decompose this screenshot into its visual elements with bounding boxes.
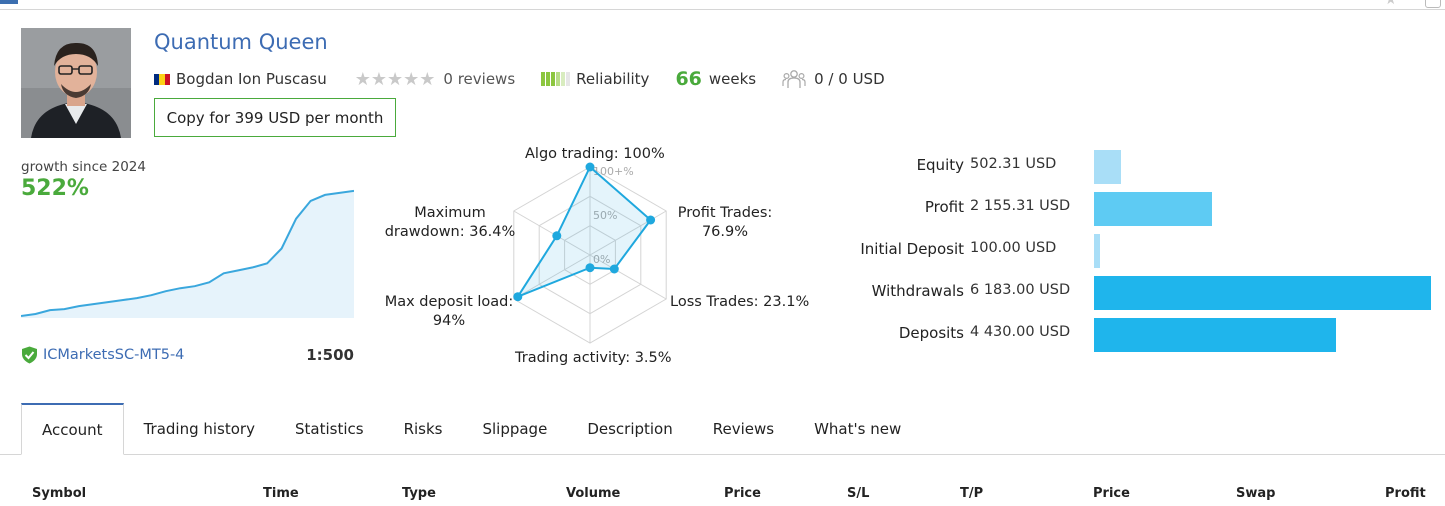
balance-bar[interactable] [1094,276,1431,310]
column-header[interactable]: Time [263,486,299,501]
radar-label-deposit-load: Max deposit load: 94% [384,294,514,329]
column-header[interactable]: Profit [1385,486,1426,501]
romania-flag-icon [154,73,170,85]
balance-label: Initial Deposit [860,240,964,258]
balance-label: Withdrawals [871,282,964,300]
verified-shield-icon [22,346,37,364]
balance-bar[interactable] [1094,234,1100,268]
broker-link[interactable]: ICMarketsSC-MT5-4 [43,347,185,363]
growth-value: 522% [21,176,89,201]
growth-area [21,190,354,318]
tab-description[interactable]: Description [587,420,673,438]
column-header[interactable]: Type [402,486,436,501]
balance-value: 6 183.00 USD [970,282,1071,298]
radar-point[interactable] [585,263,595,273]
growth-chart[interactable] [21,180,354,320]
column-header[interactable]: Swap [1236,486,1276,501]
growth-line [21,189,354,317]
tab-risks[interactable]: Risks [403,420,443,438]
subscribers-value: 0 / 0 USD [814,70,885,88]
radar-tick-100: 100+% [593,165,634,178]
window-control-icon[interactable] [1425,0,1441,8]
balance-bar[interactable] [1094,192,1212,226]
column-header[interactable]: Price [1093,486,1130,501]
radar-label-loss-trades: Loss Trades: 23.1% [670,294,810,310]
balance-bar[interactable] [1094,150,1122,184]
reliability-bars-icon [541,72,571,86]
balance-value: 100.00 USD [970,240,1057,256]
reliability-bar [546,72,551,86]
tab-reviews[interactable]: Reviews [712,420,775,438]
copy-signal-button[interactable]: Copy for 399 USD per month [154,98,396,137]
top-strip: ★ [0,0,1445,10]
balance-row: Withdrawals 6 183.00 USD [820,276,1445,310]
balance-label: Equity [916,156,964,174]
column-header[interactable]: Symbol [32,486,87,501]
balance-row: Initial Deposit 100.00 USD [820,234,1445,268]
tab-bar: Account Trading history Statistics Risks Sli… [0,403,1445,455]
tab-slippage[interactable]: Slippage [482,420,548,438]
reviews-count[interactable]: 0 reviews [443,70,516,88]
growth-label: growth since 2024 [21,159,146,175]
column-header[interactable]: Volume [566,486,621,501]
reliability-bar [551,72,556,86]
balance-value: 2 155.31 USD [970,198,1071,214]
radar-label-activity: Trading activity: 3.5% [515,350,672,366]
radar-point[interactable] [513,292,523,302]
radar-grid [513,166,667,344]
reliability-bar [561,72,566,86]
radar-point[interactable] [646,215,656,225]
balance-value: 502.31 USD [970,156,1057,172]
balance-label: Deposits [898,324,964,342]
radar-label-profit-trades: Profit Trades: 76.9% [677,205,773,240]
avatar [21,28,131,138]
reliability-bar [556,72,561,86]
radar-label-algo: Algo trading: 100% [525,146,665,162]
radar-polygon [515,165,652,299]
balance-value: 4 430.00 USD [970,324,1071,340]
favorite-star-icon[interactable]: ★ [1384,0,1397,8]
radar-label-drawdown: Maximum drawdown: 36.4% [384,205,516,240]
radar-chart: 100+% 50% 0% Algo trading: 100% Profit T… [380,140,810,375]
reliability-label: Reliability [576,70,650,88]
radar-point[interactable] [585,162,595,172]
column-header[interactable]: T/P [960,486,984,501]
leverage-value: 1:500 [306,346,354,364]
rating-stars-icon: ★★★★★ [354,68,436,90]
radar-tick-0: 0% [593,253,610,266]
column-header[interactable]: S/L [847,486,870,501]
radar-tick-50: 50% [593,209,617,222]
balance-row: Equity 502.31 USD [820,150,1445,184]
weeks-value: 66 [675,68,702,90]
balance-row: Profit 2 155.31 USD [820,192,1445,226]
weeks-label: weeks [708,70,757,88]
signal-meta: Bogdan Ion Puscasu ★★★★★ 0 reviews Relia… [154,68,885,90]
reliability-bar [541,72,546,86]
tab-account[interactable]: Account [21,403,124,455]
radar-point[interactable] [609,264,619,274]
balance-bar[interactable] [1094,318,1336,352]
balance-row: Deposits 4 430.00 USD [820,318,1445,352]
table-header: Symbol Time Type Volume Price S/L T/P Price Swap… [0,484,1445,504]
reliability-bar [566,72,571,86]
broker-info: ICMarketsSC-MT5-4 [21,346,184,364]
subscribers-icon [782,69,806,89]
radar-point[interactable] [552,231,562,241]
author-name[interactable]: Bogdan Ion Puscasu [176,70,327,88]
menu-mark-icon[interactable] [0,0,18,4]
column-header[interactable]: Price [724,486,761,501]
balance-label: Profit [924,198,964,216]
signal-title[interactable]: Quantum Queen [154,30,328,54]
tab-statistics[interactable]: Statistics [294,420,364,438]
tab-trading-history[interactable]: Trading history [143,420,255,438]
tab-what-s-new[interactable]: What's new [814,420,902,438]
